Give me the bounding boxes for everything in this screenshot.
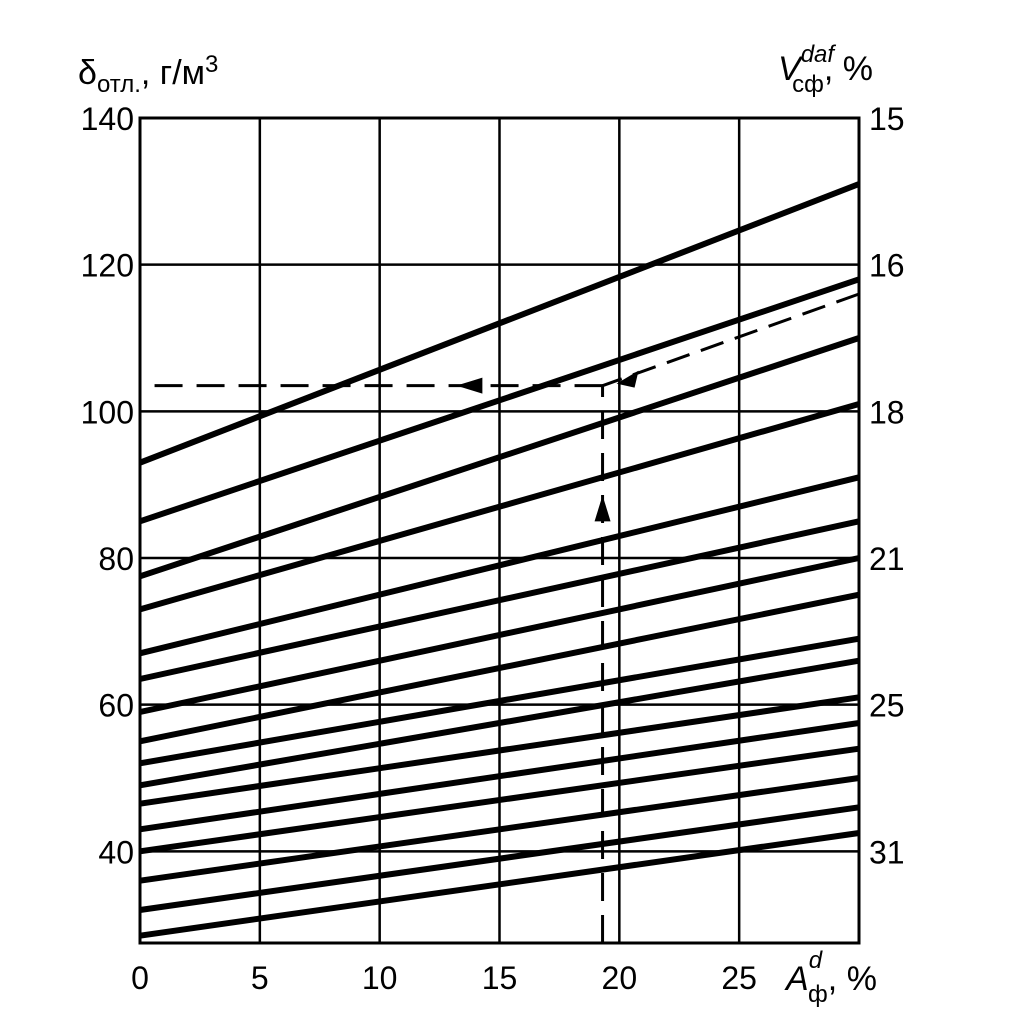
left-tick-label: 100 — [81, 394, 134, 430]
series-line-6 — [139, 518, 860, 682]
series-line-12 — [139, 720, 860, 833]
left-tick-label: 120 — [81, 248, 134, 284]
x-tick-labels: 0 5 10 15 20 25 — [131, 960, 757, 996]
right-axis-label: Vdaf сф, % — [778, 41, 873, 98]
series-line-9 — [139, 635, 860, 767]
right-tick-label: 16 — [869, 248, 905, 284]
series-line-5 — [139, 474, 860, 657]
x-tick-label: 15 — [482, 960, 518, 996]
series-line-4 — [139, 401, 860, 613]
x-tick-label: 25 — [721, 960, 757, 996]
arrow-left-icon — [456, 377, 483, 394]
series-line-14 — [139, 775, 860, 884]
left-tick-label: 80 — [98, 541, 134, 577]
right-tick-label: 21 — [869, 541, 905, 577]
right-tick-label: 15 — [869, 101, 905, 137]
series-line-2 — [139, 276, 860, 525]
series-line-15 — [139, 804, 860, 913]
series-line-1 — [138, 181, 861, 466]
x-tick-label: 20 — [602, 960, 638, 996]
arrow-up-icon — [594, 495, 611, 522]
series-group — [138, 181, 861, 939]
x-axis-label: Ad ф, % — [784, 947, 877, 1008]
right-tick-labels: 15 16 18 21 25 31 — [869, 101, 905, 870]
x-tick-label: 5 — [251, 960, 269, 996]
example-path — [140, 292, 860, 943]
arrow-diagonal-icon — [616, 370, 639, 388]
left-tick-label: 140 — [81, 101, 134, 137]
right-tick-label: 18 — [869, 394, 905, 430]
series-line-10 — [139, 657, 860, 789]
series-line-16 — [139, 830, 860, 939]
series-line-11 — [139, 694, 860, 807]
left-tick-label: 40 — [98, 834, 134, 870]
grid — [140, 116, 859, 943]
series-line-7 — [139, 555, 860, 715]
right-tick-label: 25 — [869, 688, 905, 724]
left-tick-label: 60 — [98, 688, 134, 724]
plot-frame — [138, 116, 861, 945]
series-line-3 — [139, 335, 860, 580]
series-line-8 — [139, 591, 860, 745]
right-tick-label: 31 — [869, 834, 905, 870]
left-axis-label: δотл., г/м3 — [78, 51, 218, 98]
left-tick-labels: 40 60 80 100 120 140 — [81, 101, 134, 870]
x-tick-label: 0 — [131, 960, 149, 996]
example-diagonal-line — [602, 292, 860, 388]
series-line-13 — [139, 745, 860, 855]
x-tick-label: 10 — [362, 960, 398, 996]
